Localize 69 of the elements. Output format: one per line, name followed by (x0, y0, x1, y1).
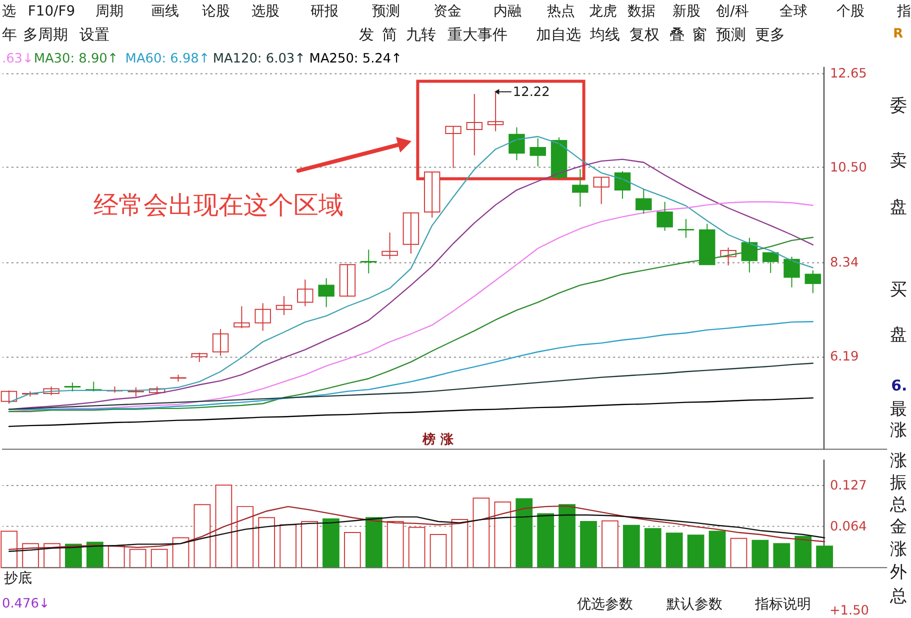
text: R (893, 26, 904, 42)
text: 总 (889, 585, 908, 606)
text: 均线 (588, 25, 620, 44)
text: 选股 (252, 4, 280, 20)
text: 龙虎 (588, 4, 617, 20)
y-tick-label: 8.34 (830, 255, 859, 270)
text: 涨 (890, 419, 908, 440)
text: 抄底 (4, 570, 32, 586)
text: 重大事件 (448, 25, 508, 44)
text: +1.50 (829, 603, 870, 618)
text: 全球 (780, 4, 808, 20)
text: 复权 (630, 25, 660, 44)
text: 热点 (547, 4, 575, 20)
text: 默认参数 (665, 596, 722, 612)
text: 发 (359, 25, 374, 44)
y-tick-label: 6.19 (830, 350, 859, 365)
y-tick-label: 0.064 (830, 520, 867, 535)
text: 个股 (836, 4, 864, 20)
text: 更多 (754, 25, 785, 44)
text: 指 (896, 4, 911, 20)
text: MA250: 5.24↑ (309, 51, 402, 66)
text: 总 (889, 494, 908, 514)
text: .63↓ (2, 51, 34, 66)
text: 指标说明 (754, 596, 811, 612)
text: 预测 (716, 25, 746, 44)
text: 外 (890, 562, 908, 582)
text: 研报 (310, 4, 338, 20)
text: 叠 (669, 25, 684, 44)
y-tick-label: 10.50 (830, 160, 867, 176)
text: 涨 (890, 450, 908, 470)
text: MA60: 6.98↑ (125, 51, 210, 66)
text: 振 (890, 472, 908, 492)
text: 设置 (80, 25, 110, 44)
text: 论股 (202, 4, 230, 20)
text: MA30: 8.90↑ (34, 51, 118, 66)
text: 窗 (692, 25, 708, 44)
text: 数据 (628, 4, 656, 20)
text: 创/科 (716, 4, 749, 20)
text: 0.476↓ (2, 596, 50, 612)
text: 盘 (890, 324, 908, 344)
annotation: 经常会出现在这个区域 (93, 190, 344, 220)
text: F10/F9 (28, 4, 76, 20)
text: 最 (890, 398, 908, 418)
y-tick-label: 12.65 (830, 66, 867, 82)
text: 周期 (95, 4, 124, 20)
text: 涨 (890, 538, 908, 559)
text: 卖 (890, 150, 908, 170)
annotation: 涨 (440, 432, 455, 448)
text: MA120: 6.03↑ (212, 51, 306, 66)
annotation: 12.22 (512, 84, 550, 100)
text: 买 (890, 279, 908, 300)
text: 资金 (434, 4, 462, 20)
text: 年 (2, 25, 17, 44)
text: 多周期 (22, 25, 68, 44)
text: 预测 (372, 4, 400, 20)
text: 内融 (493, 4, 522, 20)
text: 新股 (672, 4, 700, 20)
text: 画线 (151, 4, 180, 20)
y-tick-label: 0.127 (830, 478, 867, 494)
annotation: 榜 (422, 431, 436, 448)
text: 加自选 (536, 25, 582, 44)
text: 选 (2, 4, 16, 20)
text: 简 (382, 25, 397, 44)
text: 金 (890, 516, 908, 536)
text: 6. (891, 376, 908, 395)
text: 委 (890, 95, 908, 116)
text: 优选参数 (576, 596, 633, 612)
text: 盘 (890, 196, 908, 217)
text: 九转 (406, 25, 436, 44)
